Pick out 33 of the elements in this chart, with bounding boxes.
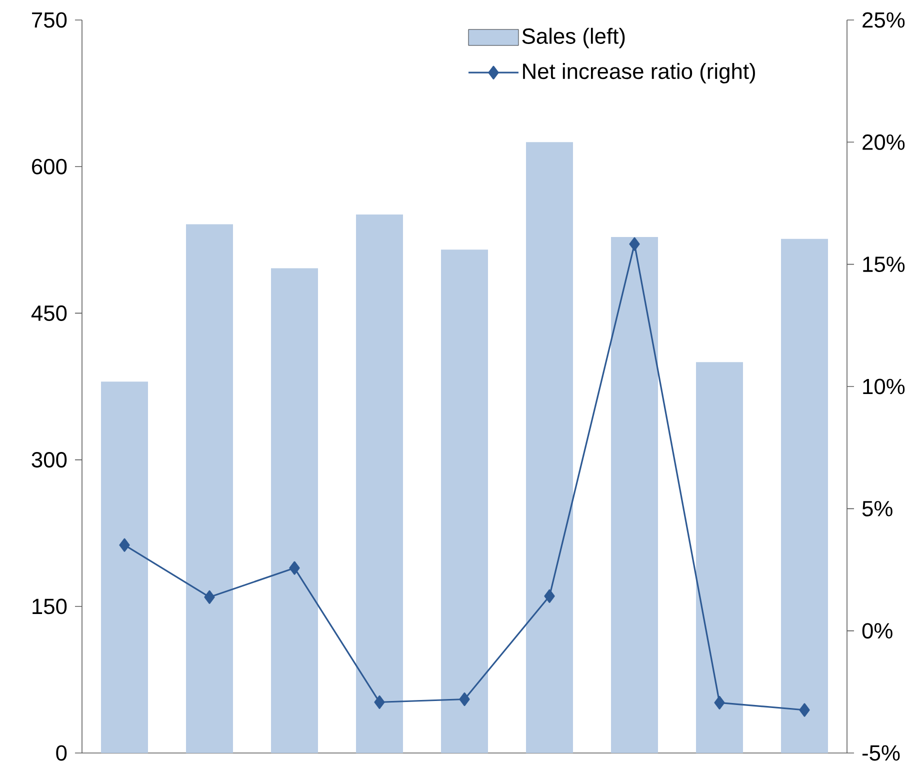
bar xyxy=(611,236,658,753)
y2-tick-label: 20% xyxy=(862,134,905,150)
y2-tick-label: 0% xyxy=(862,623,892,639)
y2-tick-label: -5% xyxy=(862,745,900,761)
point xyxy=(714,696,725,710)
point xyxy=(799,703,810,717)
point xyxy=(289,561,300,575)
point xyxy=(629,237,640,251)
y2-tick-label: 25% xyxy=(862,12,905,28)
bar xyxy=(356,214,403,753)
y2-tick-label: 5% xyxy=(862,500,892,516)
bar xyxy=(101,382,148,753)
y-tick-label: 450 xyxy=(31,305,67,321)
y2-tick-label: 15% xyxy=(863,256,905,272)
point xyxy=(204,590,215,604)
point xyxy=(119,538,130,552)
legend-label: Sales (left) xyxy=(522,28,625,48)
y-tick-label: 750 xyxy=(32,12,67,28)
y-tick-label: 300 xyxy=(32,452,67,468)
bar xyxy=(781,238,828,753)
bar xyxy=(186,224,233,753)
legend-label: Net increase ratio (right) xyxy=(523,63,755,84)
y-tick-label: 600 xyxy=(32,158,67,174)
point xyxy=(459,692,470,706)
point xyxy=(374,695,385,709)
point xyxy=(544,589,555,603)
bar xyxy=(271,268,318,753)
bar xyxy=(441,250,488,753)
y-tick-label: 0 xyxy=(56,745,67,761)
y2-tick-label: 10% xyxy=(863,378,905,394)
bar xyxy=(696,362,744,753)
y-tick-label: 150 xyxy=(32,598,67,614)
bar xyxy=(526,142,574,753)
